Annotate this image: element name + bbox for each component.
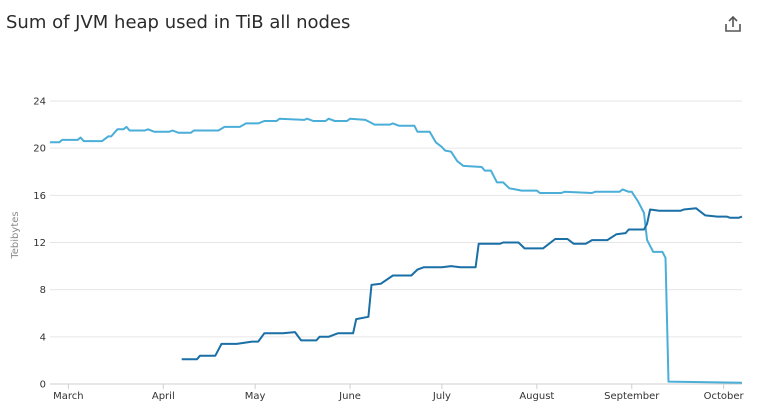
- gridlines: [50, 100, 742, 385]
- y-tick-label: 0: [40, 380, 46, 391]
- x-axis: March April May June July August September Octo…: [53, 384, 745, 402]
- x-tick-label: June: [338, 391, 361, 402]
- x-tick-label: May: [245, 391, 266, 402]
- share-icon: [725, 15, 741, 32]
- y-axis: 0 4 8 12 16 20 24: [33, 97, 46, 391]
- x-tick-label: April: [152, 391, 175, 402]
- x-tick-label: August: [519, 391, 554, 402]
- y-axis-title: Tebibytes: [10, 211, 21, 259]
- series-line-2[interactable]: [181, 207, 743, 361]
- chart-title: Sum of JVM heap used in TiB all nodes: [6, 12, 351, 33]
- y-tick-label: 8: [40, 285, 46, 296]
- x-tick-label: July: [432, 391, 451, 402]
- series-lines: [50, 117, 743, 384]
- y-tick-label: 16: [33, 191, 46, 202]
- series-line-1[interactable]: [50, 117, 743, 384]
- x-tick-label: October: [704, 391, 745, 402]
- share-button[interactable]: [724, 15, 742, 33]
- x-tick-label: March: [53, 391, 83, 402]
- x-tick-label: September: [604, 391, 660, 402]
- y-tick-label: 12: [33, 238, 46, 249]
- y-tick-label: 24: [33, 97, 46, 108]
- y-tick-label: 4: [40, 332, 46, 343]
- y-tick-label: 20: [33, 144, 46, 155]
